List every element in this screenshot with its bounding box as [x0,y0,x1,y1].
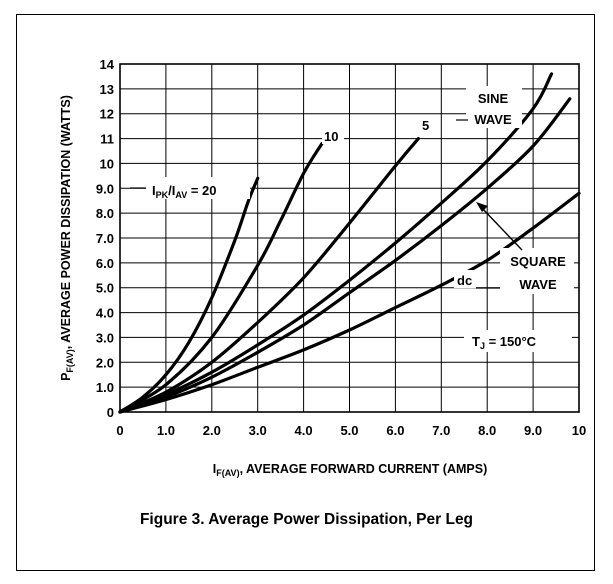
x-tick-label: 9.0 [524,423,542,438]
y-tick-label: 1.0 [96,380,114,395]
label-5: 5 [422,118,429,133]
square-label-line1: SQUARE [510,254,566,269]
y-tick-labels: 0 1.0 2.0 3.0 4.0 5.0 6.0 7.0 8.0 9.0 10 11 12 13 14 [96,57,115,420]
label-dc: dc [457,273,472,288]
y-tick-label: 12 [100,107,114,122]
y-tick-label: 9.0 [96,181,114,196]
x-tick-label: 8.0 [478,423,496,438]
sine-label-line2: WAVE [474,112,512,127]
x-tick-label: 10 [572,423,586,438]
label-background [146,177,250,199]
x-tick-label: 5.0 [340,423,358,438]
y-tick-label: 6.0 [96,256,114,271]
y-tick-label: 8.0 [96,206,114,221]
axis-labels: IF(AV), AVERAGE FORWARD CURRENT (AMPS) PF… [59,95,487,478]
y-tick-label: 3.0 [96,330,114,345]
y-tick-label: 0 [107,405,114,420]
y-tick-label: 4.0 [96,306,114,321]
label-background [454,270,476,288]
y-tick-label: 2.0 [96,355,114,370]
label-background [466,86,522,128]
y-tick-label: 14 [100,57,115,72]
x-tick-label: 4.0 [295,423,313,438]
x-tick-label: 2.0 [203,423,221,438]
x-tick-label: 7.0 [432,423,450,438]
curve-1 [118,141,324,414]
figure-caption: Figure 3. Average Power Dissipation, Per… [139,511,474,528]
label-background [500,248,574,294]
y-tick-label: 10 [100,156,114,171]
curve-2 [118,137,420,414]
label-background [464,330,572,352]
curve-3 [118,72,554,414]
x-tick-label: 6.0 [386,423,404,438]
x-axis-label: IF(AV), AVERAGE FORWARD CURRENT (AMPS) [213,462,488,478]
y-tick-label: 5.0 [96,281,114,296]
label-10: 10 [324,129,338,144]
y-axis-label: PF(AV), AVERAGE POWER DISSIPATION (WATTS… [59,95,75,381]
figure-frame [16,14,595,571]
label-background [420,116,434,134]
square-label-line2: WAVE [519,277,557,292]
y-tick-label: 7.0 [96,231,114,246]
square-arrow-head [476,202,488,212]
x-tick-label: 0 [116,423,123,438]
x-tick-label: 3.0 [249,423,267,438]
annotations: IPK/IAV = 20 10 5 SINE WAVE SQUARE WAVE dc TJ = … [130,86,574,352]
y-tick-label: 13 [100,82,114,97]
sine-label-line1: SINE [478,91,509,106]
curve-0 [118,176,260,414]
y-tick-label: 11 [100,132,114,147]
curve-4 [118,97,572,414]
x-tick-labels: 0 1.0 2.0 3.0 4.0 5.0 6.0 7.0 8.0 9.0 10 [116,423,586,438]
square-leader-line [479,205,523,251]
tj-label: TJ = 150°C [472,334,537,351]
label-background [322,126,344,144]
ipk-iav-label: IPK/IAV = 20 [152,183,217,200]
x-tick-label: 1.0 [157,423,175,438]
